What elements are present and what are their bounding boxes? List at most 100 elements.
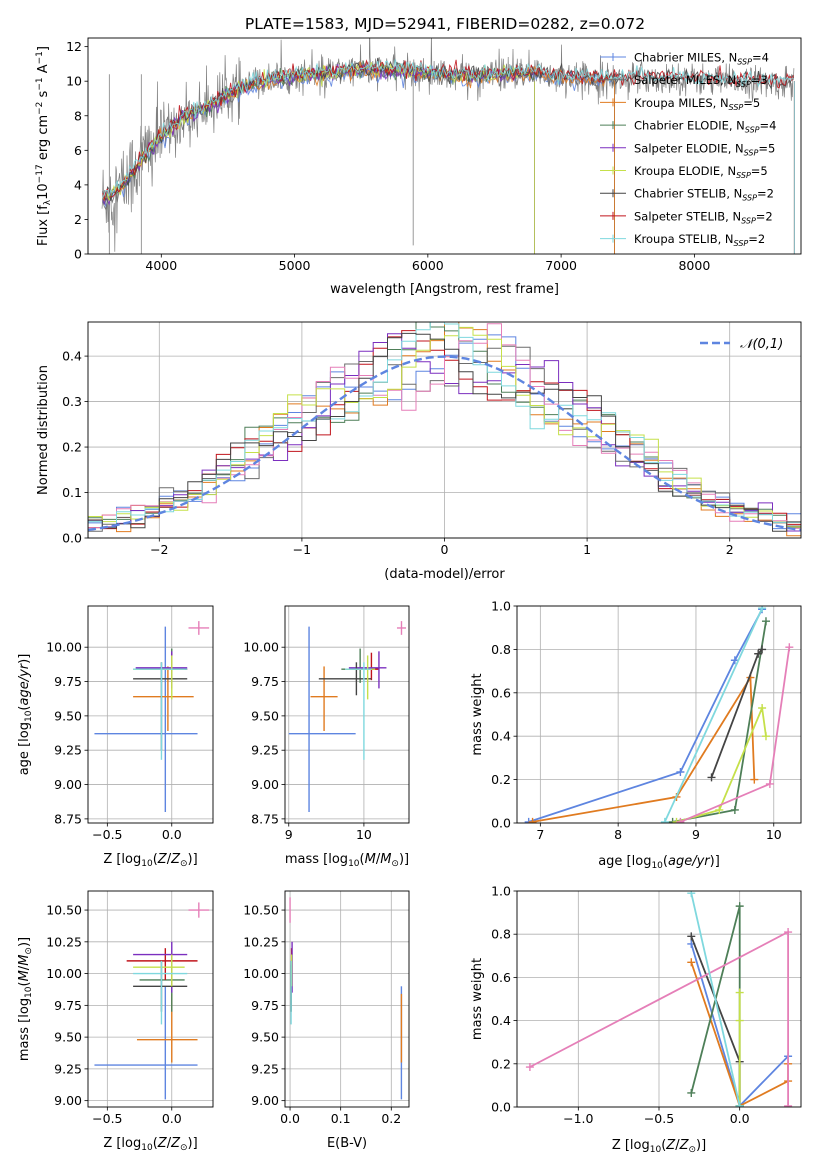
weight-line: [710, 648, 763, 778]
errorbar-data: [289, 897, 403, 1100]
axes-frame: [284, 890, 410, 1108]
legend-label: 𝒩(0,1): [740, 337, 783, 352]
model-spectrum-line: [102, 59, 794, 199]
y-tick-label: 0.3: [62, 394, 82, 409]
errorbar-data: [288, 621, 406, 813]
weight-marker: [735, 902, 744, 911]
y-ticks: 0.0 0.2 0.4 0.6 0.8 1.0: [491, 599, 517, 831]
legend-label: Chabrier STELIB, NSSP=2: [634, 187, 774, 203]
axes-frame: [87, 890, 214, 1108]
residual-histogram: [88, 332, 801, 538]
weight-line: [532, 674, 756, 823]
x-tick-label: −2: [150, 542, 168, 557]
weight-marker: [765, 779, 774, 788]
y-ticks: 9.00 9.25 9.50 9.75 10.00 10.25 10.50: [46, 903, 88, 1108]
weight-vs-Z-panel: −1.0 −0.5 0.0 0.0 0.2 0.4 0.6 0.8 1.0 Z [log10(Z/…: [470, 884, 802, 1155]
y-tick-label: 0.0: [62, 531, 82, 546]
grid-lines: [88, 606, 213, 823]
y-tick-label: 10.00: [46, 966, 82, 981]
x-ticks: −0.5 0.0: [92, 823, 182, 842]
age-vs-Z-panel: −0.5 0.0 8.75 9.00 9.25 9.50 9.75 10.00 Z [log10…: [17, 605, 214, 869]
y-tick-label: 9.50: [54, 1030, 82, 1045]
y-axis-label: age [log10(age/yr)]: [17, 654, 34, 776]
weight-marker: [761, 617, 770, 626]
weight-marker: [687, 932, 696, 941]
y-tick-label: 9.25: [251, 743, 279, 758]
x-tick-label: −0.5: [644, 1111, 674, 1126]
y-tick-label: 0.4: [62, 349, 82, 364]
legend-label: Chabrier MILES, NSSP=4: [634, 51, 769, 67]
x-tick-label: 5000: [279, 258, 311, 273]
weight-marker: [784, 1101, 793, 1107]
weight-marker: [758, 606, 767, 613]
weight-marker: [687, 958, 696, 967]
x-tick-label: −1.0: [563, 1111, 593, 1126]
residuals-data: [88, 322, 801, 538]
x-tick-label: 8000: [678, 258, 710, 273]
y-tick-label: 0.8: [491, 927, 511, 942]
x-tick-label: 7: [536, 827, 544, 842]
x-tick-label: −1: [293, 542, 311, 557]
y-tick-label: 0.0: [491, 816, 511, 831]
mass-vs-Z-panel: −0.5 0.0 9.00 9.25 9.50 9.75 10.00 10.25 10.50 Z …: [17, 890, 214, 1153]
spectrum-legend: Chabrier MILES, NSSP=4 Salpeter MILES, NS…: [600, 51, 776, 248]
y-tick-label: 12: [66, 39, 82, 54]
axes-frame: [516, 605, 802, 824]
weight-line: [676, 704, 767, 823]
x-axis-label: Z [log10(Z/Z⊙)]: [103, 852, 197, 869]
grid-lines: [88, 891, 213, 1107]
weight-line: [690, 893, 741, 1107]
x-axis-label: (data-model)/error: [384, 567, 505, 582]
weight-marker: [758, 645, 767, 654]
legend-label: Salpeter ELODIE, NSSP=5: [634, 141, 775, 157]
x-ticks: 7 8 9 10: [536, 823, 782, 842]
axes-frame: [516, 890, 802, 1108]
y-tick-label: 9.00: [251, 1093, 279, 1108]
y-tick-label: 10.25: [46, 934, 82, 949]
x-ticks: 9 10: [285, 823, 372, 842]
y-tick-label: 0.4: [491, 729, 511, 744]
y-tick-label: 10.00: [46, 640, 82, 655]
y-tick-label: 0: [74, 247, 82, 262]
weight-marker: [676, 817, 685, 823]
x-tick-label: 0.2: [381, 1111, 401, 1126]
weight-marker: [754, 649, 763, 658]
x-tick-label: 0.0: [280, 1111, 300, 1126]
x-tick-label: 2: [726, 542, 734, 557]
errorbar-data: [94, 902, 210, 1100]
x-tick-label: 6000: [412, 258, 444, 273]
y-axis-label: Normed distribution: [36, 365, 51, 495]
y-tick-label: 9.75: [251, 998, 279, 1013]
x-ticks: 4000 5000 6000 7000 8000: [145, 254, 710, 273]
weight-marker: [676, 768, 685, 777]
y-tick-label: 9.75: [251, 674, 279, 689]
x-tick-label: 0.0: [162, 827, 182, 842]
y-tick-label: 10: [66, 74, 82, 89]
y-tick-label: 9.50: [251, 708, 279, 723]
x-tick-label: 1: [583, 542, 591, 557]
y-tick-label: 1.0: [491, 599, 511, 614]
y-tick-label: 9.00: [251, 777, 279, 792]
weight-marker: [784, 928, 793, 937]
spectrum-data: [101, 38, 795, 254]
x-tick-label: 7000: [545, 258, 577, 273]
x-ticks: −1.0 −0.5 0.0: [563, 1107, 750, 1126]
y-tick-label: 0.1: [62, 485, 82, 500]
y-tick-label: 9.75: [54, 998, 82, 1013]
y-ticks: 0.0 0.1 0.2 0.3 0.4: [62, 349, 88, 546]
y-tick-label: 9.25: [54, 1061, 82, 1076]
axes-frame: [87, 321, 802, 539]
weight-line: [680, 647, 791, 823]
weight-marker: [525, 1063, 534, 1072]
x-axis-label: Z [log10(Z/Z⊙)]: [612, 1138, 706, 1155]
weight-marker: [707, 773, 716, 782]
x-axis-label: age [log10(age/yr)]: [598, 854, 720, 871]
axes-frame: [284, 605, 410, 824]
y-tick-label: 0.0: [491, 1100, 511, 1115]
y-ticks: 8.75 9.00 9.25 9.50 9.75 10.00: [243, 640, 285, 826]
y-tick-label: 8.75: [54, 811, 82, 826]
x-ticks: 0.0 0.1 0.2: [280, 1107, 401, 1126]
y-tick-label: 2: [74, 212, 82, 227]
weight-marker: [750, 775, 759, 784]
